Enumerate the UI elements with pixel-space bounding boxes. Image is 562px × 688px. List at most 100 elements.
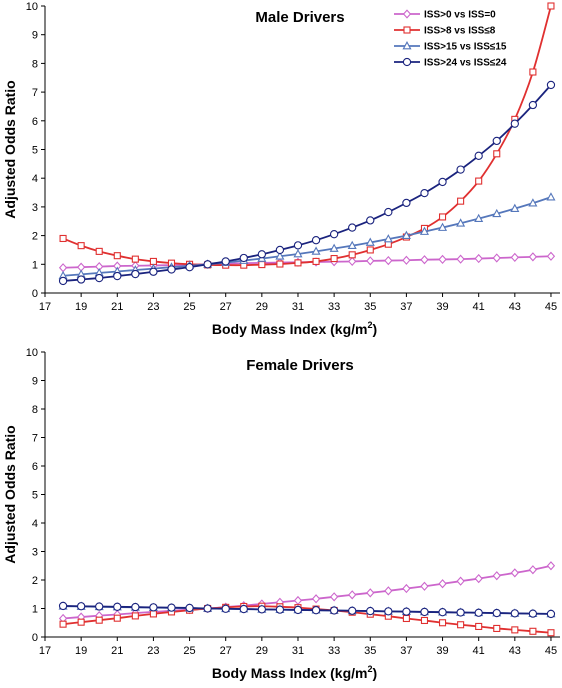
data-point-triangle: [510, 203, 520, 212]
series-line: [62, 84, 552, 282]
data-point-triangle: [365, 237, 375, 246]
data-point-circle: [239, 253, 248, 263]
x-axis-title-superscript: 2: [367, 664, 372, 674]
data-point-circle: [95, 273, 104, 283]
x-axis-title-close: ): [372, 665, 377, 681]
data-point-diamond: [311, 594, 321, 604]
data-point-square: [547, 629, 555, 637]
y-tick-label: 5: [32, 490, 38, 502]
data-point-square: [366, 246, 374, 254]
data-point-circle: [293, 241, 303, 250]
data-point-square: [113, 252, 121, 260]
data-point-circle: [420, 188, 429, 198]
data-point-circle: [546, 80, 556, 90]
data-point-circle: [185, 263, 194, 272]
series-line: [62, 564, 552, 620]
data-point-diamond: [348, 590, 357, 600]
y-axis-title: Adjusted Odds Ratio: [2, 80, 18, 218]
legend-label: ISS>0 vs ISS=0: [424, 10, 496, 21]
chart-title: Female Drivers: [246, 357, 354, 374]
x-tick-label: 45: [545, 301, 557, 313]
legend-marker-triangle: [402, 41, 412, 50]
data-point-circle: [131, 269, 140, 279]
data-point-circle: [329, 606, 339, 615]
data-point-diamond: [546, 561, 556, 571]
data-point-circle: [131, 602, 140, 612]
x-tick-label: 19: [75, 301, 87, 313]
y-tick-label: 0: [32, 632, 38, 644]
series-line: [63, 605, 551, 615]
data-point-circle: [167, 265, 176, 274]
data-point-diamond: [438, 579, 447, 589]
data-point-triangle: [474, 213, 484, 223]
data-point-square: [420, 616, 429, 625]
data-point-square: [438, 619, 447, 627]
x-tick-label: 19: [75, 645, 87, 657]
legend-label: ISS>15 vs ISS≤15: [424, 42, 507, 53]
y-tick-label: 2: [32, 575, 38, 587]
data-point-circle: [149, 603, 158, 612]
data-point-circle: [58, 601, 68, 611]
data-point-circle: [492, 136, 501, 146]
y-tick-label: 3: [32, 202, 38, 214]
data-point-circle: [510, 609, 519, 618]
data-point-circle: [474, 608, 483, 617]
x-tick-label: 35: [364, 301, 376, 313]
x-tick-label: 39: [436, 645, 448, 657]
data-point-circle: [528, 100, 538, 110]
data-point-square: [77, 618, 85, 626]
data-point-square: [113, 614, 121, 622]
data-point-circle: [402, 198, 411, 208]
y-tick-label: 2: [32, 231, 38, 243]
x-tick-label: 17: [39, 645, 51, 657]
x-tick-label: 31: [292, 645, 304, 657]
data-point-triangle: [383, 234, 393, 243]
data-point-circle: [366, 606, 375, 616]
x-tick-label: 33: [328, 645, 340, 657]
data-point-circle: [113, 602, 122, 611]
data-point-square: [402, 614, 410, 623]
x-tick-label: 29: [256, 645, 268, 657]
data-point-circle: [275, 605, 285, 614]
x-tick-label: 17: [39, 301, 51, 313]
y-tick-label: 1: [32, 259, 38, 271]
data-point-circle: [510, 119, 519, 128]
x-tick-label: 21: [111, 301, 123, 313]
legend-marker-square: [403, 26, 411, 34]
x-tick-label: 25: [183, 301, 195, 313]
y-tick-label: 8: [32, 404, 38, 416]
y-tick-label: 9: [32, 376, 38, 388]
data-point-circle: [348, 223, 357, 232]
data-point-square: [59, 234, 67, 243]
data-point-diamond: [402, 583, 411, 594]
data-point-circle: [221, 257, 230, 266]
y-tick-label: 0: [32, 288, 38, 300]
data-point-triangle: [419, 226, 430, 235]
data-point-circle: [95, 602, 104, 611]
data-point-square: [77, 242, 85, 250]
data-point-circle: [420, 607, 429, 617]
data-point-triangle: [546, 192, 556, 201]
data-point-square: [348, 251, 356, 259]
data-point-circle: [438, 177, 447, 187]
data-point-diamond: [384, 255, 393, 266]
data-point-circle: [474, 151, 483, 160]
data-point-triangle: [311, 246, 321, 255]
x-tick-label: 41: [473, 301, 485, 313]
data-point-triangle: [492, 208, 502, 218]
data-point-square: [493, 150, 501, 158]
data-point-square: [511, 626, 519, 634]
data-point-diamond: [474, 573, 483, 584]
data-point-square: [457, 197, 465, 205]
data-point-triangle: [401, 230, 411, 239]
data-point-diamond: [420, 255, 429, 265]
data-point-circle: [76, 275, 86, 284]
x-tick-label: 27: [220, 301, 232, 313]
data-point-circle: [58, 276, 68, 286]
data-point-circle: [167, 603, 176, 612]
data-point-circle: [366, 216, 375, 225]
data-point-triangle: [347, 240, 357, 249]
data-point-circle: [402, 607, 411, 616]
